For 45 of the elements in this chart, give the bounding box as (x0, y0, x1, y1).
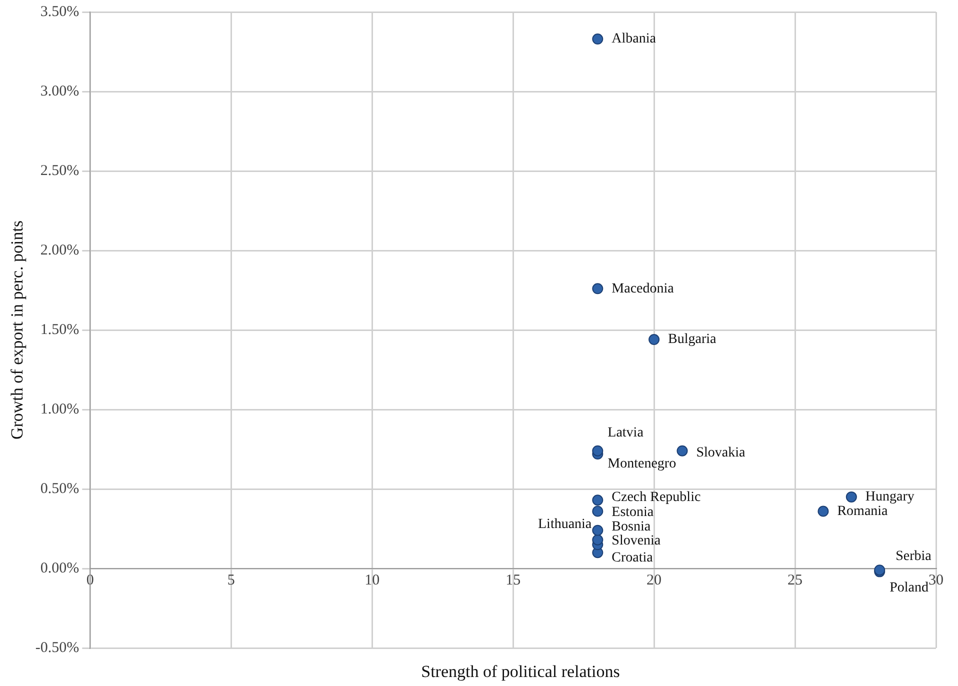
point (676, 445, 688, 456)
x-tick-label: 0 (86, 572, 94, 588)
y-tick-label: 3.50% (40, 4, 80, 20)
y-tick-label: 2.00% (40, 242, 80, 258)
series-label: Czech Republic (612, 490, 701, 505)
x-tick-label: 10 (364, 572, 380, 588)
y-tick-label: 1.50% (40, 322, 80, 338)
x-tick-label: 25 (788, 572, 803, 588)
point (648, 334, 660, 346)
series-label: Poland (890, 580, 928, 596)
point (818, 506, 829, 517)
point (592, 506, 604, 517)
x-tick-label: 20 (646, 572, 662, 588)
x-tick-label: 5 (227, 572, 235, 588)
series-label: Latvia (608, 426, 644, 441)
series-label: Hungary (865, 490, 914, 505)
series-label: Bosnia (612, 520, 652, 535)
y-tick-label: 1.00% (40, 401, 80, 418)
series-label: Macedonia (612, 281, 675, 296)
series-label: Romania (837, 504, 889, 519)
series-label: Bulgaria (668, 332, 718, 348)
x-tick-label: 15 (506, 572, 521, 588)
y-tick-label: 2.50% (40, 162, 80, 179)
point (846, 491, 857, 502)
point (592, 534, 604, 546)
y-tick-label: 0.00% (40, 560, 80, 576)
y-tick-label: -0.50% (35, 640, 80, 656)
x-axis-title: Strength of political relations (420, 662, 621, 682)
series-label: Montenegro (608, 456, 676, 472)
point (592, 524, 604, 536)
series-label: Croatia (612, 550, 654, 566)
series-label: Serbia (896, 548, 932, 564)
series-label: Albania (612, 32, 657, 47)
series-label: Slovakia (696, 446, 746, 461)
series-label: Slovenia (612, 533, 662, 548)
point (592, 494, 604, 506)
y-tick-label: 0.50% (40, 480, 80, 497)
series-label: Lithuania (538, 517, 592, 532)
point (592, 445, 604, 456)
x-tick-label: 30 (928, 572, 944, 588)
y-tick-label: 3.00% (40, 83, 80, 100)
point (592, 34, 604, 45)
point (592, 283, 604, 294)
y-axis-title: Growth of export in perc. points (8, 220, 27, 440)
series-label: Estonia (612, 504, 654, 520)
